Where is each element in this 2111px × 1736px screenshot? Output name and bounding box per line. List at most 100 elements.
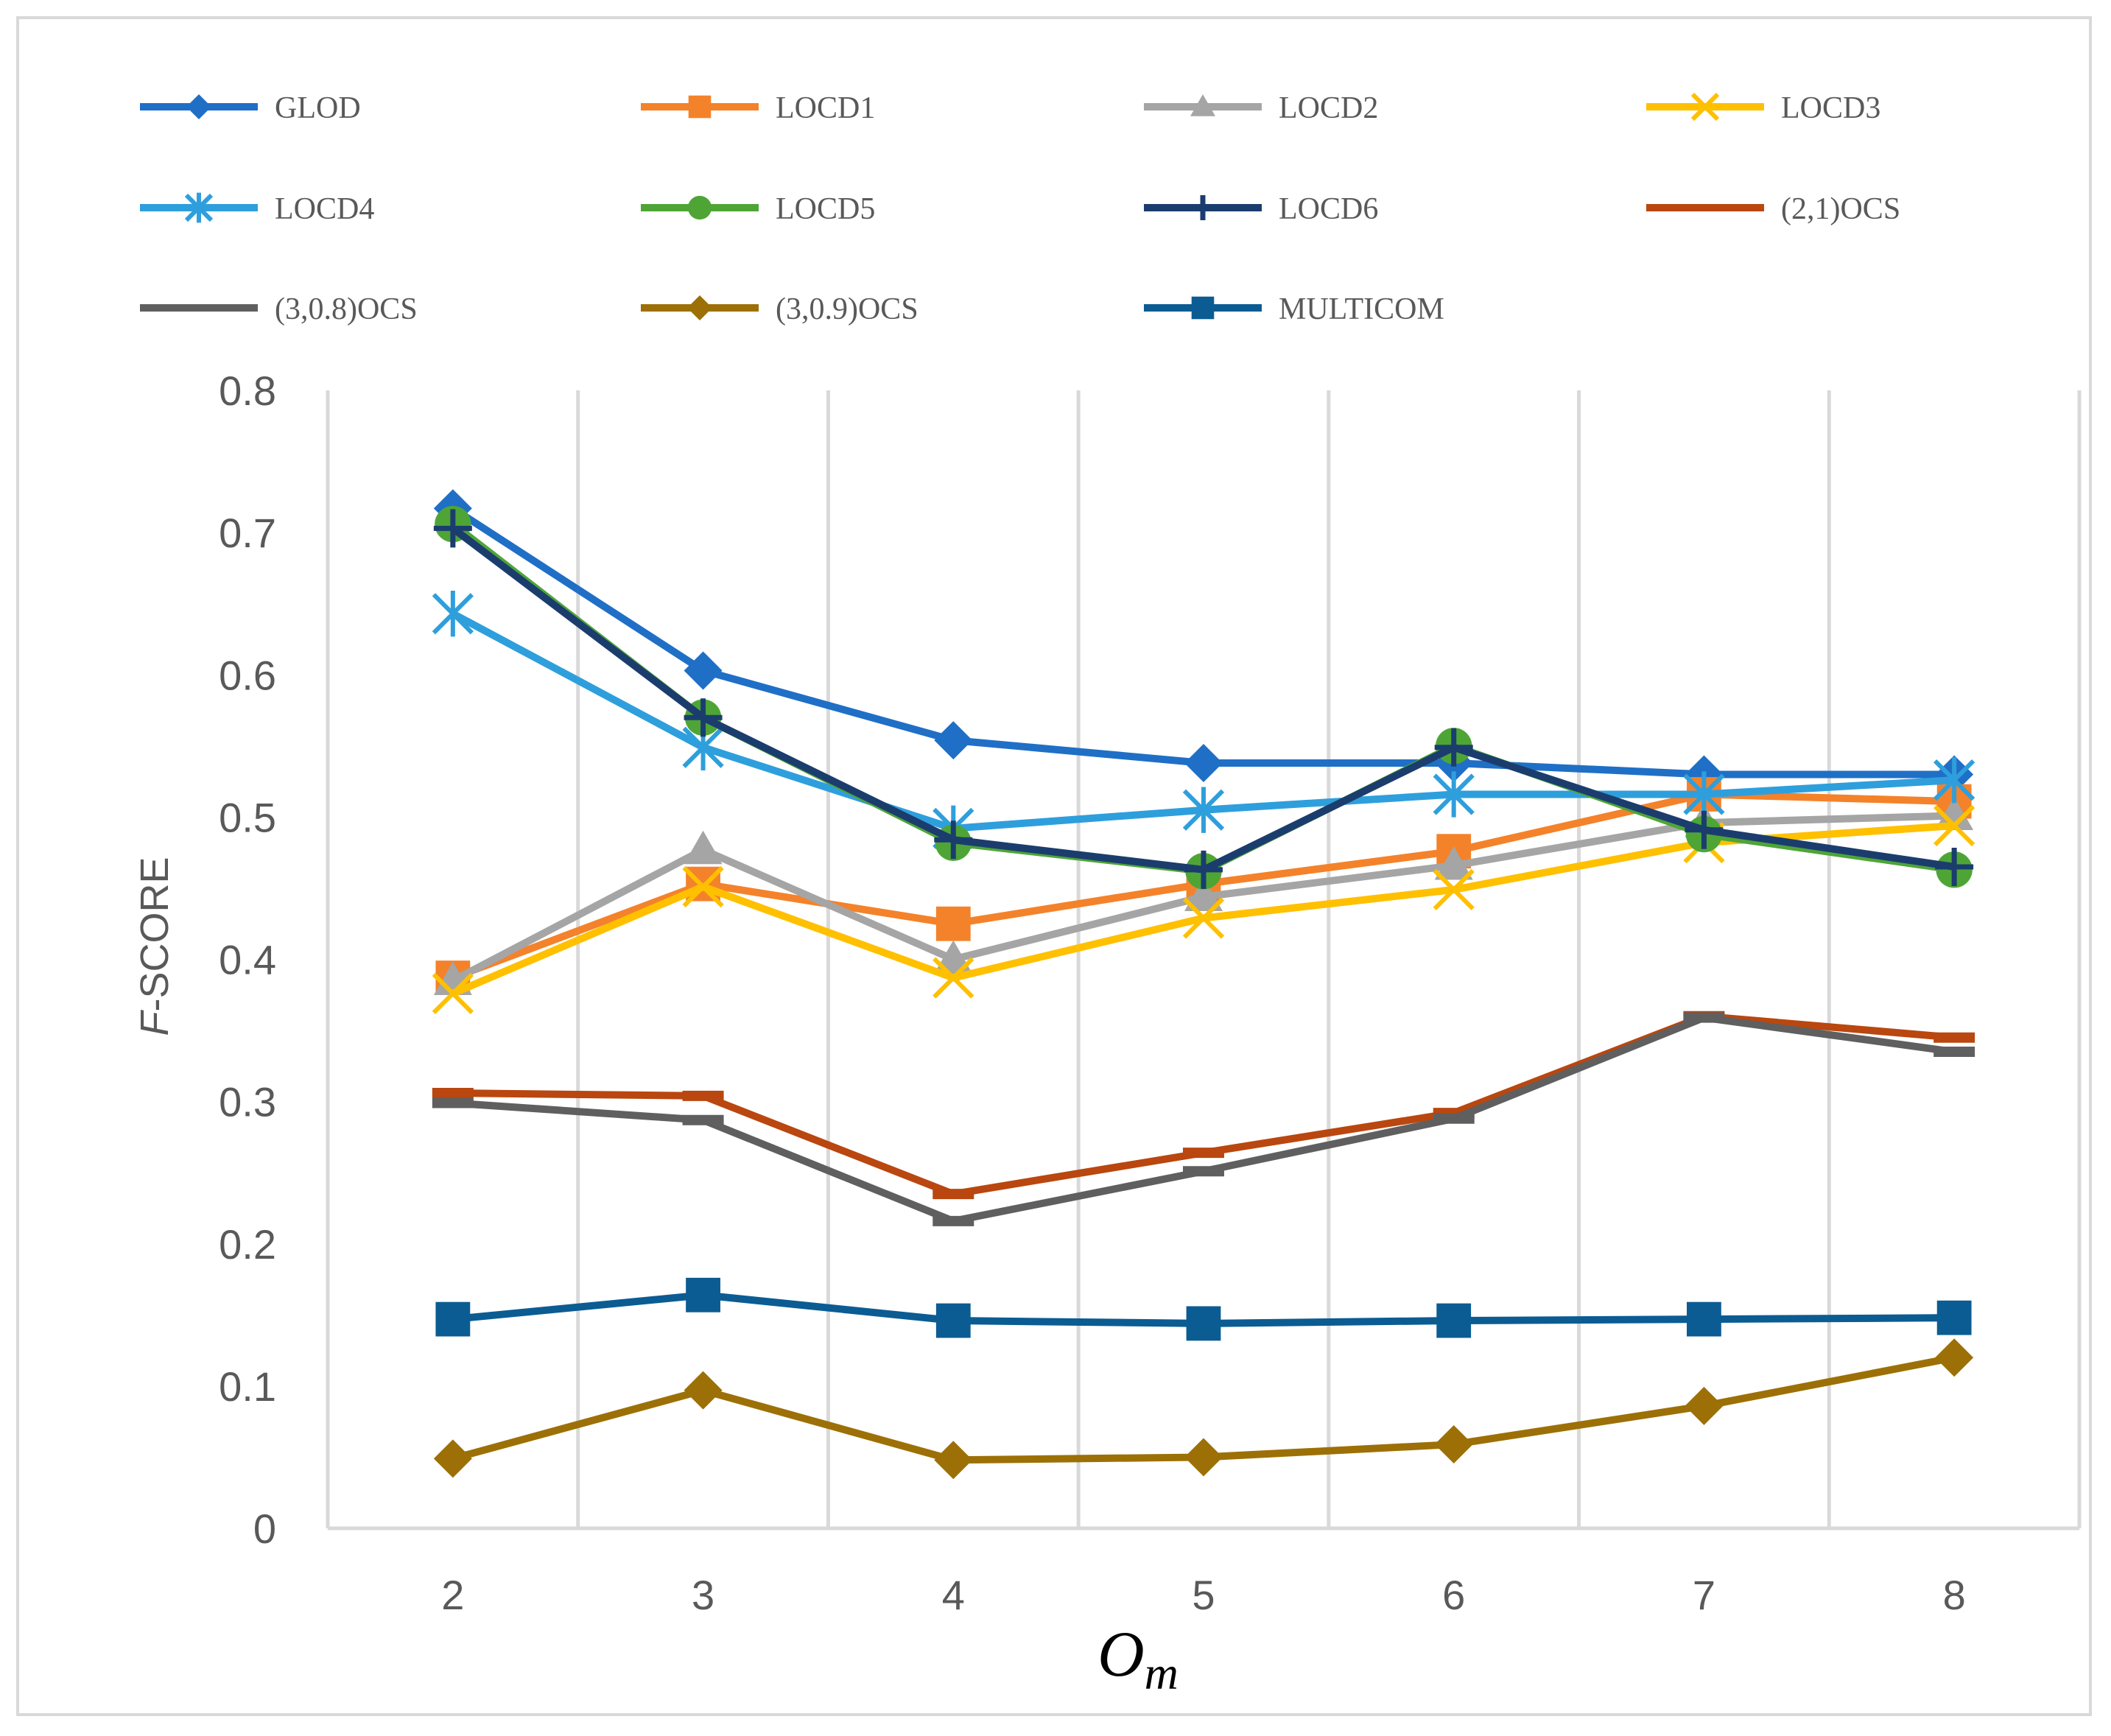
legend-label: (3,0.8)OCS: [275, 292, 418, 326]
data-point-3-0-9-ocs: [934, 1441, 973, 1480]
data-point-locd6: [1685, 810, 1724, 849]
series-glod: [433, 489, 1974, 794]
legend-swatch-marker: [184, 192, 214, 223]
data-point-locd4: [1933, 756, 1975, 804]
data-point-locd6: [934, 820, 973, 860]
legend-label: LOCD6: [1279, 192, 1378, 226]
x-axis-tick-labels: 2 3 4 5 6 7 8: [441, 1572, 1965, 1618]
data-point-glod: [684, 651, 723, 690]
y-tick-label: 0.4: [219, 937, 276, 983]
y-tick-label: 0.3: [219, 1079, 276, 1125]
vertical-gridlines: [326, 390, 2082, 1528]
data-point-glod: [934, 721, 973, 760]
chart-frame: [16, 16, 2092, 1716]
data-point-multicom: [1436, 1303, 1472, 1338]
legend-entry-2-1-ocs: (2,1)OCS: [1646, 192, 1900, 226]
y-tick-label: 0.5: [219, 794, 276, 840]
legend-label: MULTICOM: [1279, 292, 1444, 326]
data-point-multicom: [1936, 1300, 1972, 1335]
data-point-locd3: [932, 957, 974, 999]
y-tick-label: 0.8: [219, 368, 276, 414]
legend-label: (3,0.9)OCS: [776, 292, 918, 326]
y-axis-label-rest: -SCORE: [133, 857, 177, 1011]
data-point-locd4: [1433, 771, 1475, 818]
data-point-locd2: [1935, 796, 1974, 830]
legend-entry-3-0-8-ocs: (3,0.8)OCS: [140, 292, 418, 326]
legend-entry-locd2: LOCD2: [1144, 91, 1378, 125]
data-point-locd2: [1184, 877, 1223, 912]
data-point-multicom: [686, 1277, 720, 1312]
data-point-locd3: [432, 972, 474, 1014]
data-point-locd2: [1434, 846, 1473, 880]
legend-swatch-marker: [687, 295, 712, 320]
legend-swatch-marker: [186, 94, 211, 119]
series-locd4: [432, 591, 1975, 852]
data-point-locd4: [1683, 771, 1725, 818]
x-axis-label-subscript: m: [1145, 1647, 1179, 1699]
x-tick-label: 3: [692, 1572, 714, 1618]
series-multicom: [435, 1277, 1972, 1341]
legend-entry-locd5: LOCD5: [641, 192, 875, 226]
data-point-locd3: [1933, 804, 1975, 847]
data-point-locd6: [433, 509, 472, 548]
legend-label: LOCD1: [776, 91, 875, 125]
legend-entry-locd3: LOCD3: [1646, 91, 1880, 125]
data-point-3-0-9-ocs: [1184, 1438, 1223, 1477]
data-point-locd3: [682, 865, 724, 908]
legend-swatch-marker: [1190, 94, 1215, 116]
data-point-multicom: [935, 1303, 971, 1338]
legend-entry-multicom: MULTICOM: [1144, 292, 1444, 326]
y-tick-label: 0.1: [219, 1363, 276, 1410]
data-point-locd4: [432, 591, 474, 637]
data-point-multicom: [1186, 1306, 1221, 1341]
legend-label: (2,1)OCS: [1781, 192, 1900, 226]
legend-swatch-marker: [688, 95, 712, 119]
data-point-3-0-9-ocs: [1685, 1386, 1724, 1425]
y-axis-label: F-SCORE: [133, 857, 177, 1036]
legend-entry-3-0-9-ocs: (3,0.9)OCS: [641, 292, 918, 326]
legend-entry-locd1: LOCD1: [641, 91, 875, 125]
legend: GLOD LOCD1 LOCD2 LOCD3 LOCD4 LOCD5 LOCD6 (2,1)O…: [140, 91, 1900, 326]
x-tick-label: 2: [441, 1572, 464, 1618]
x-tick-label: 8: [1943, 1572, 1966, 1618]
series-line-3-0-8-ocs: [452, 1013, 1955, 1225]
data-point-locd6: [1434, 728, 1473, 767]
data-point-glod: [1184, 743, 1223, 782]
x-axis-label: Om: [1097, 1619, 1179, 1699]
x-tick-label: 6: [1442, 1572, 1465, 1618]
y-tick-label: 0.7: [219, 510, 276, 556]
y-axis-label-italic: F: [133, 1010, 177, 1036]
data-point-3-0-9-ocs: [684, 1371, 723, 1410]
legend-label: LOCD5: [776, 192, 875, 226]
data-point-locd6: [1184, 850, 1223, 889]
x-axis-label-main: O: [1097, 1619, 1145, 1690]
data-point-3-0-9-ocs: [1935, 1338, 1974, 1377]
x-tick-label: 7: [1693, 1572, 1715, 1618]
data-point-locd6: [1935, 847, 1974, 886]
data-point-3-0-9-ocs: [1434, 1425, 1473, 1464]
data-point-locd6: [684, 698, 723, 737]
legend-entry-glod: GLOD: [140, 91, 361, 125]
series-layer: [432, 489, 1975, 1480]
y-tick-label: 0.6: [219, 652, 276, 698]
legend-label: LOCD2: [1279, 91, 1378, 125]
x-tick-label: 4: [942, 1572, 965, 1618]
data-point-locd3: [1433, 868, 1475, 910]
legend-swatch-marker: [687, 195, 712, 220]
data-point-3-0-9-ocs: [433, 1439, 472, 1478]
series-3-0-8-ocs: [432, 1012, 1975, 1226]
legend-entry-locd4: LOCD4: [140, 192, 374, 226]
y-axis-tick-labels: 0 0.1 0.2 0.3 0.4 0.5 0.6 0.7 0.8: [219, 368, 276, 1552]
data-point-locd1: [935, 906, 971, 941]
y-tick-label: 0: [253, 1505, 276, 1552]
data-point-multicom: [435, 1301, 471, 1337]
data-point-locd4: [1182, 787, 1225, 833]
legend-label: LOCD4: [275, 192, 374, 226]
series-locd6: [433, 509, 1974, 889]
x-tick-label: 5: [1192, 1572, 1215, 1618]
legend-label: LOCD3: [1781, 91, 1880, 125]
data-point-locd2: [684, 830, 723, 865]
data-point-locd3: [1182, 897, 1225, 939]
legend-swatch-marker: [1190, 195, 1215, 220]
